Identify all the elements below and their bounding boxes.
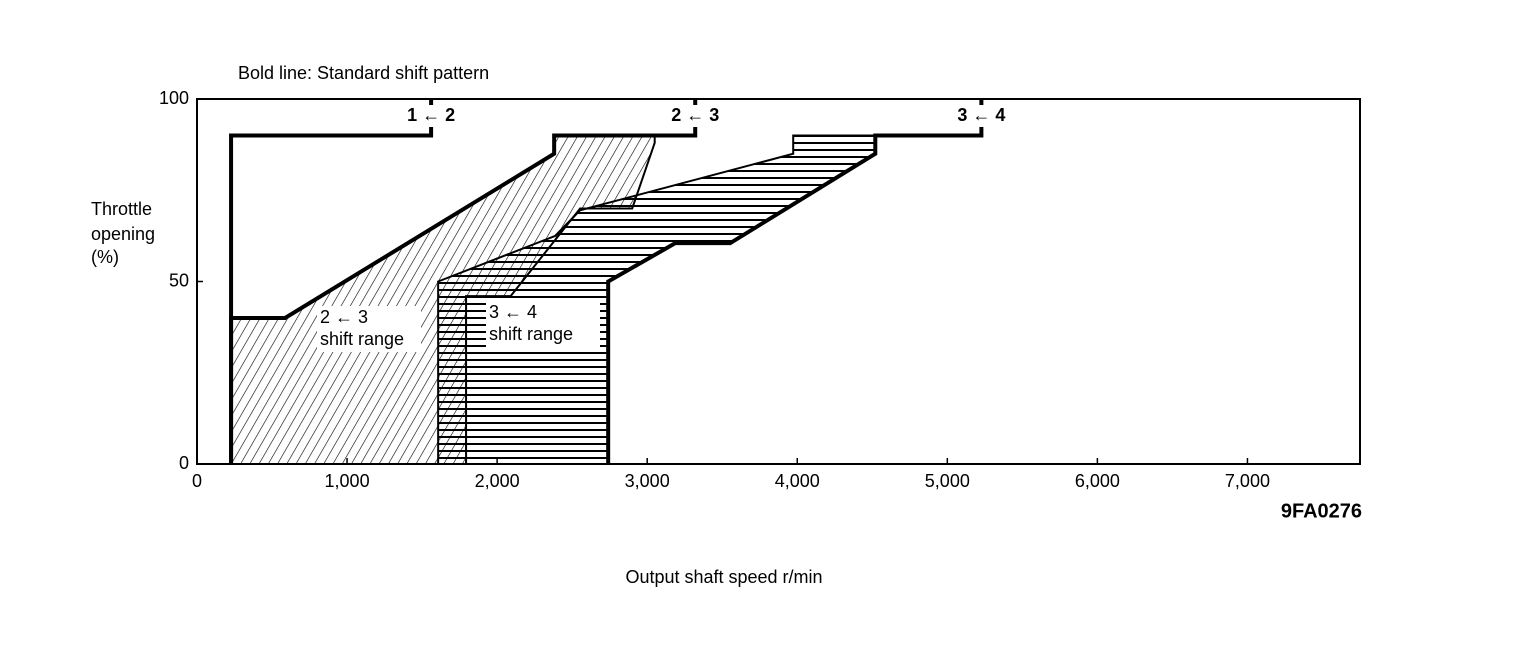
shift-label: 2 ← 3	[671, 105, 719, 125]
y-axis-label: (%)	[91, 247, 119, 267]
label-background	[383, 105, 480, 127]
shift-label: 1 ← 2	[407, 105, 455, 125]
x-tick-label: 4,000	[775, 471, 820, 491]
label-background	[486, 323, 600, 347]
standard-shift-line	[229, 99, 698, 464]
x-axis-label: Output shaft speed r/min	[625, 567, 822, 587]
y-axis-label: Throttle	[91, 199, 152, 219]
region-label: 3 ← 4	[489, 302, 537, 322]
label-background	[317, 306, 421, 330]
label-background	[486, 301, 600, 325]
y-tick-label: 50	[169, 270, 189, 290]
region-label: shift range	[320, 329, 404, 349]
x-tick-label: 6,000	[1075, 471, 1120, 491]
label-background	[647, 105, 744, 127]
x-tick-label: 0	[192, 471, 202, 491]
x-tick-label: 3,000	[625, 471, 670, 491]
y-axis-label: opening	[91, 224, 155, 244]
figure-code: 9FA0276	[1281, 500, 1362, 522]
y-tick-label: 100	[159, 88, 189, 108]
x-tick-label: 5,000	[925, 471, 970, 491]
x-tick-label: 7,000	[1225, 471, 1270, 491]
label-background	[933, 105, 1030, 127]
chart-title: Bold line: Standard shift pattern	[238, 63, 489, 83]
region-label: 2 ← 3	[320, 307, 368, 327]
region-label: shift range	[489, 324, 573, 344]
x-tick-label: 1,000	[325, 471, 370, 491]
label-background	[317, 328, 421, 352]
shift-label: 3 ← 4	[957, 105, 1005, 125]
y-tick-label: 0	[179, 453, 189, 473]
standard-shift-line	[606, 99, 984, 464]
x-tick-label: 2,000	[475, 471, 520, 491]
